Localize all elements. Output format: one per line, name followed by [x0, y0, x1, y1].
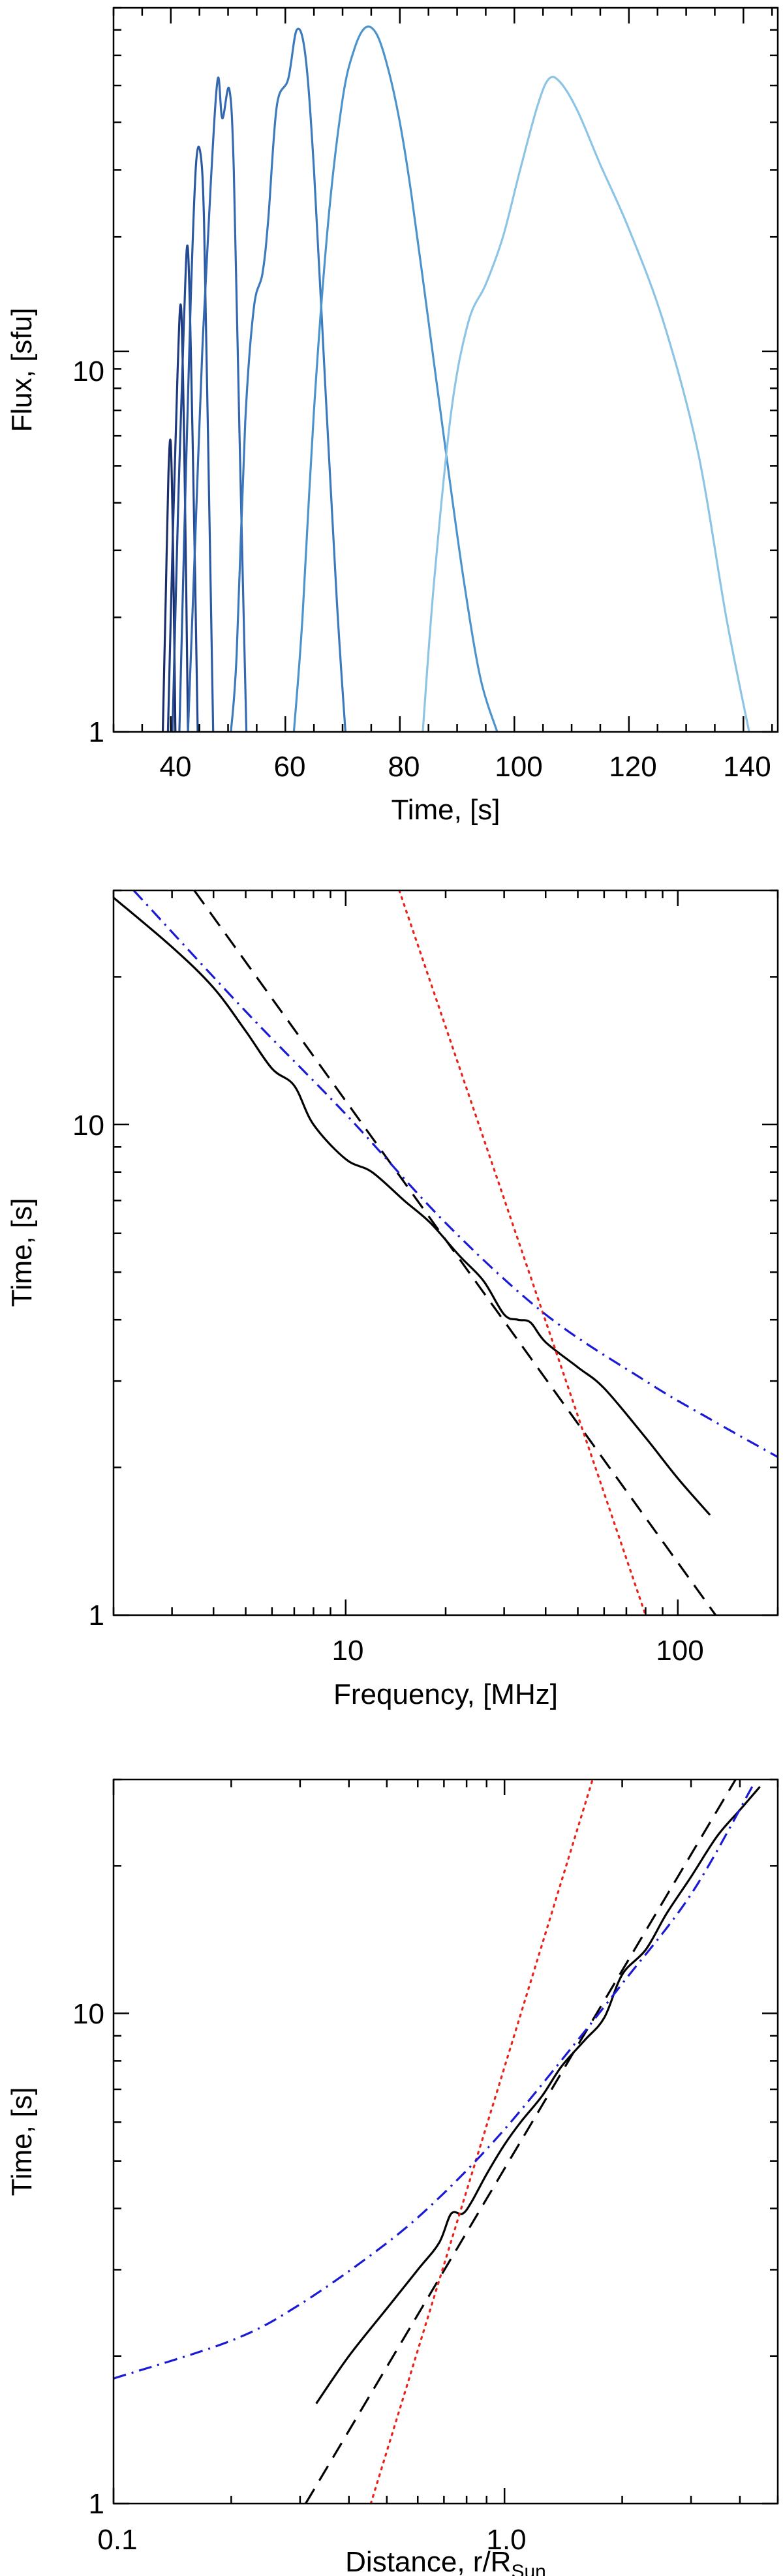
x-axis-title: Frequency, [MHz]	[333, 1678, 558, 1710]
panel-time-vs-distance: 0.1 1.0 1 10 Distance, r/RSun Time, [s]	[6, 1778, 779, 2576]
series-line-dashdot-3	[132, 890, 778, 1458]
x-axis-title: Time, [s]	[391, 794, 500, 826]
y-tick-label: 1	[89, 1599, 104, 1631]
tick-layer	[112, 7, 778, 733]
x-tick-label: 140	[723, 751, 771, 783]
x-tick-label: 40	[160, 751, 192, 783]
tick-layer	[112, 889, 779, 1616]
series-line-solid-4	[187, 76, 248, 732]
y-axis-title: Time, [s]	[6, 1198, 38, 1307]
x-tick-label: 10	[332, 1635, 364, 1667]
x-axis-title-subscript: Sun	[511, 2561, 545, 2576]
series-layer	[114, 1780, 761, 2504]
y-tick-label: 10	[72, 1998, 104, 2030]
series-line-solid-3	[178, 145, 215, 732]
x-tick-label: 100	[495, 751, 542, 783]
y-tick-label: 10	[72, 356, 104, 387]
y-tick-label: 10	[72, 1110, 104, 1142]
x-tick-label: 120	[609, 751, 656, 783]
panel-time-vs-frequency: 10 100 1 10 Frequency, [MHz] Time, [s]	[6, 889, 779, 1710]
series-line-dashed-1	[193, 890, 717, 1615]
x-tick-label: 100	[656, 1635, 703, 1667]
x-tick-label: 1.0	[486, 2524, 526, 2556]
x-axis-title-main: Distance, r/R	[345, 2546, 511, 2576]
series-line-solid-5	[230, 27, 346, 732]
plot-frame	[112, 889, 779, 1616]
series-line-solid-2	[171, 244, 199, 732]
series-line-solid-0	[114, 896, 711, 1516]
series-line-dashed-1	[305, 1780, 737, 2504]
panel-flux-vs-time: 40 60 80 100 120 140 1 10 Time, [s] Flux…	[6, 7, 779, 826]
series-line-solid-0	[315, 1786, 761, 2404]
x-tick-label: 0.1	[97, 2524, 137, 2556]
series-layer	[114, 890, 778, 1615]
series-line-solid-6	[292, 25, 499, 732]
plot-frame	[112, 7, 779, 733]
series-line-solid-7	[422, 76, 750, 732]
x-tick-label: 80	[388, 751, 420, 783]
tick-layer	[112, 1778, 779, 2505]
series-line-dotted-2	[398, 890, 647, 1615]
y-axis-title: Flux, [sfu]	[6, 308, 38, 432]
plot-frame	[112, 1778, 779, 2505]
y-tick-label: 1	[89, 716, 104, 748]
series-line-dashdot-3	[114, 1786, 754, 2380]
series-layer	[161, 25, 750, 732]
x-tick-label: 60	[274, 751, 306, 783]
series-line-dotted-2	[369, 1780, 594, 2504]
y-tick-label: 1	[89, 2488, 104, 2520]
x-axis-title: Distance, r/RSun	[345, 2546, 546, 2576]
series-line-solid-1	[166, 303, 189, 732]
y-axis-title: Time, [s]	[6, 2087, 38, 2196]
series-line-solid-0	[161, 438, 177, 732]
